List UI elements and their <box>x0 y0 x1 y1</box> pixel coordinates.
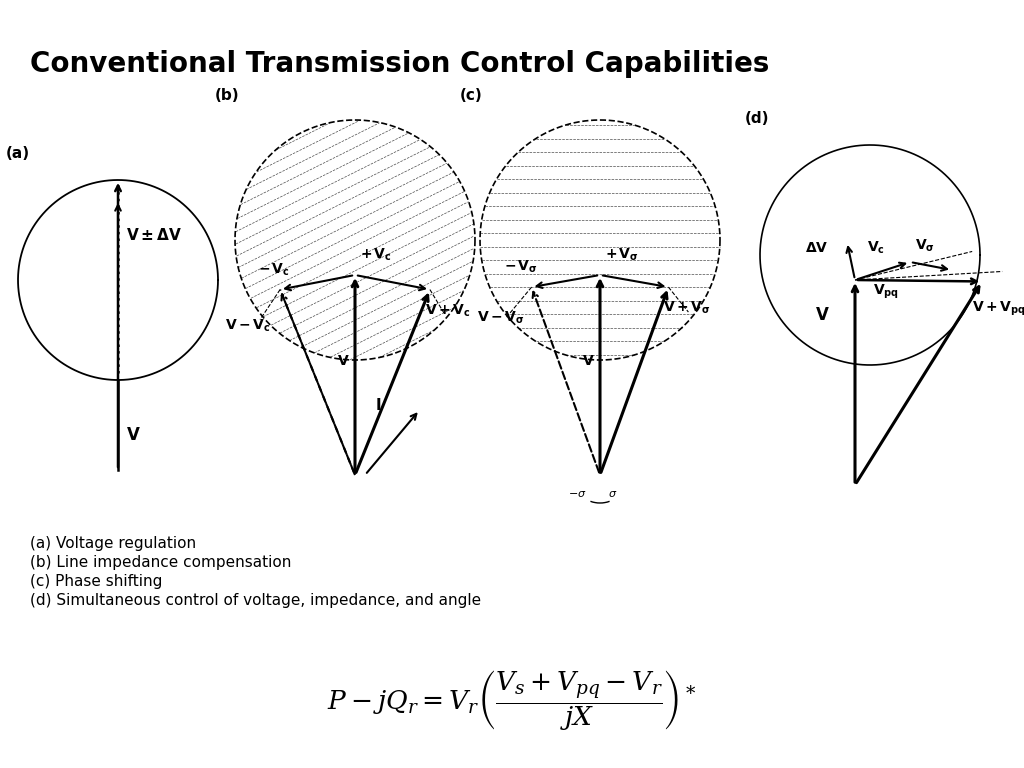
Text: $\mathbf{V+ V_c}$: $\mathbf{V+ V_c}$ <box>425 303 471 319</box>
Text: $\mathbf{V - V_\sigma}$: $\mathbf{V - V_\sigma}$ <box>476 310 524 326</box>
Text: Conventional Transmission Control Capabilities: Conventional Transmission Control Capabi… <box>30 50 769 78</box>
Text: (c) Phase shifting: (c) Phase shifting <box>30 574 163 589</box>
Text: $\mathbf{V_c}$: $\mathbf{V_c}$ <box>867 240 885 257</box>
Text: (b) Line impedance compensation: (b) Line impedance compensation <box>30 555 292 570</box>
Text: $\mathbf{V_{pq}}$: $\mathbf{V_{pq}}$ <box>873 283 899 301</box>
Text: (a): (a) <box>6 146 30 161</box>
Text: $\mathbf{V}$: $\mathbf{V}$ <box>126 426 140 444</box>
Text: (d) Simultaneous control of voltage, impedance, and angle: (d) Simultaneous control of voltage, imp… <box>30 593 481 608</box>
Text: $\mathbf{\Delta V}$: $\mathbf{\Delta V}$ <box>805 241 828 255</box>
Text: (a) Voltage regulation: (a) Voltage regulation <box>30 536 197 551</box>
Text: $\sigma$: $\sigma$ <box>608 489 617 499</box>
Text: $\mathbf{V \pm \Delta V}$: $\mathbf{V \pm \Delta V}$ <box>126 227 182 243</box>
Text: $\mathbf{+\,V_c}$: $\mathbf{+\,V_c}$ <box>360 247 392 263</box>
Text: (b): (b) <box>215 88 240 103</box>
Text: (c): (c) <box>460 88 482 103</box>
Text: $P - jQ_r = V_r \left(\dfrac{V_s + V_{pq} - V_r}{jX}\right)^*$: $P - jQ_r = V_r \left(\dfrac{V_s + V_{pq… <box>328 668 696 732</box>
Text: $-\sigma$: $-\sigma$ <box>568 489 587 499</box>
Text: $\mathbf{+\,V_\sigma}$: $\mathbf{+\,V_\sigma}$ <box>605 247 639 263</box>
Text: $\mathbf{V + V_\sigma}$: $\mathbf{V + V_\sigma}$ <box>664 300 711 316</box>
Text: $\mathbf{V}$: $\mathbf{V}$ <box>815 306 829 324</box>
Text: (d): (d) <box>745 111 769 126</box>
Text: $\mathbf{V}$: $\mathbf{V}$ <box>337 354 349 368</box>
Text: $\mathbf{I}$: $\mathbf{I}$ <box>375 397 381 413</box>
Text: $\mathbf{V}$: $\mathbf{V}$ <box>582 354 595 368</box>
Text: $\mathbf{-\,V_\sigma}$: $\mathbf{-\,V_\sigma}$ <box>504 259 538 276</box>
Text: $\mathbf{V - V_c}$: $\mathbf{V - V_c}$ <box>225 317 270 334</box>
Text: $\mathbf{V_\sigma}$: $\mathbf{V_\sigma}$ <box>915 238 935 254</box>
Text: $\mathbf{-\,V_c}$: $\mathbf{-\,V_c}$ <box>258 262 290 278</box>
Text: $\mathbf{V+ V_{pq}}$: $\mathbf{V+ V_{pq}}$ <box>972 300 1024 318</box>
